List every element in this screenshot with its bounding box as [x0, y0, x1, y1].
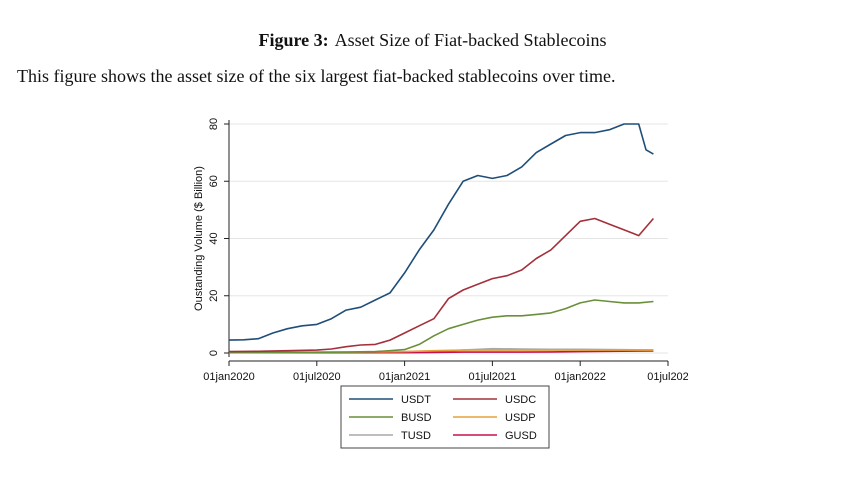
series-lines	[228, 123, 655, 354]
y-tick-label-0: 0	[208, 350, 220, 356]
line-chart: 0 20 40 60 80 Oustanding Volume ($ Billion) 01…	[178, 112, 688, 464]
y-tick-label-80: 80	[208, 118, 220, 130]
x-tick-label-01jul202: 01jul202	[647, 371, 688, 383]
legend: USDT USDC BUSD USDP TUSD GUSD	[340, 385, 550, 449]
figure-label: Figure 3:	[258, 30, 329, 50]
axes: 0 20 40 60 80 Oustanding Volume ($ Billion) 01…	[193, 118, 688, 383]
y-tick-label-40: 40	[208, 232, 220, 244]
y-tick-label-20: 20	[208, 290, 220, 302]
legend-label-usdp: USDP	[505, 412, 536, 424]
legend-label-usdt: USDT	[401, 394, 431, 406]
x-tick-label-01jul2021: 01jul2021	[469, 371, 517, 383]
legend-label-busd: BUSD	[401, 412, 432, 424]
x-tick-label-01jul2020: 01jul2020	[293, 371, 341, 383]
legend-label-gusd: GUSD	[505, 430, 537, 442]
figure-caption-title: Figure 3: Asset Size of Fiat-backed Stabl…	[0, 30, 865, 51]
figure-title: Asset Size of Fiat-backed Stablecoins	[334, 30, 607, 50]
series-line-usdc	[228, 217, 655, 353]
legend-label-usdc: USDC	[505, 394, 536, 406]
x-tick-label-01jan2020: 01jan2020	[203, 371, 254, 383]
figure-description: This figure shows the asset size of the …	[17, 66, 616, 86]
y-tick-label-60: 60	[208, 175, 220, 187]
legend-label-tusd: TUSD	[401, 430, 431, 442]
series-line-usdt	[228, 123, 654, 341]
x-tick-label-01jan2022: 01jan2022	[555, 371, 606, 383]
series-line-gusd	[229, 350, 654, 354]
series-line-busd	[228, 299, 654, 354]
x-tick-label-01jan2021: 01jan2021	[379, 371, 430, 383]
y-axis-label: Oustanding Volume ($ Billion)	[193, 166, 205, 311]
